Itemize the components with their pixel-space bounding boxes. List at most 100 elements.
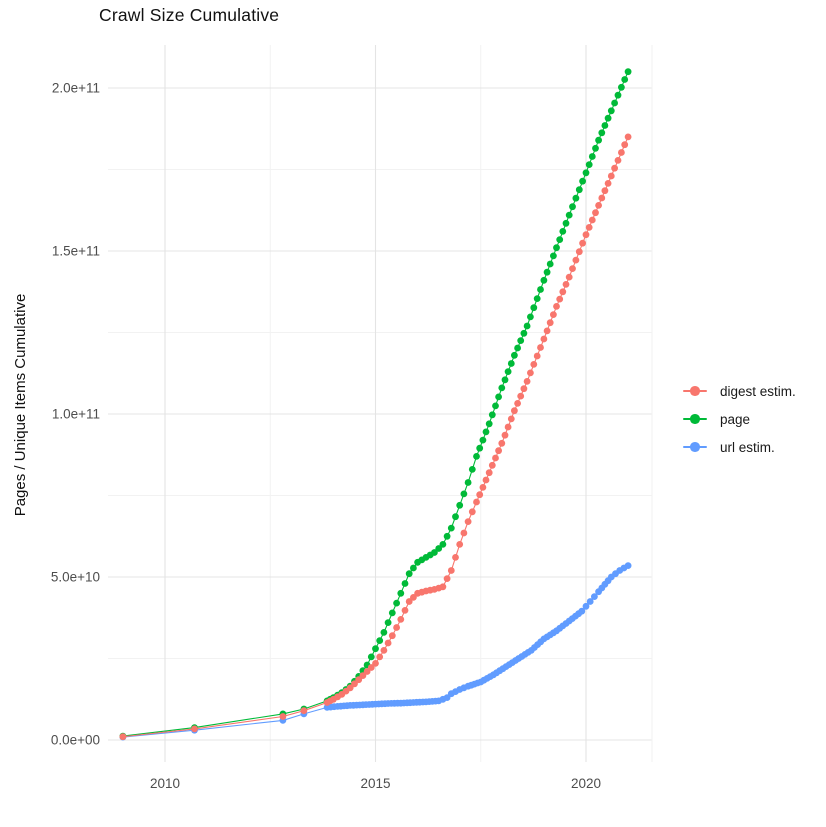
- data-point-page: [533, 295, 541, 302]
- data-point-digest-estim: [485, 469, 493, 477]
- data-point-page: [527, 313, 534, 321]
- data-point-digest-estim: [482, 476, 490, 484]
- data-point-digest-estim: [565, 273, 573, 281]
- data-point-page: [569, 203, 576, 211]
- data-point-page: [607, 107, 615, 115]
- data-point-page: [624, 68, 632, 76]
- data-point-digest-estim: [511, 407, 518, 415]
- data-point-digest-estim: [501, 431, 509, 439]
- data-point-page: [565, 211, 573, 219]
- data-point-digest-estim: [624, 133, 632, 141]
- data-point-url-estim: [624, 562, 632, 569]
- data-point-digest-estim: [397, 616, 405, 623]
- data-point-page: [388, 609, 396, 617]
- y-tick-label: 1.0e+11: [52, 407, 100, 422]
- data-point-page: [401, 580, 409, 587]
- data-point-digest-estim: [355, 676, 363, 684]
- data-point-page: [611, 99, 618, 107]
- data-point-page: [439, 541, 447, 548]
- data-point-page: [514, 344, 521, 352]
- data-point-digest-estim: [601, 187, 609, 195]
- data-point-page: [507, 360, 515, 367]
- data-point-digest-estim: [388, 632, 396, 640]
- data-point-page: [488, 411, 496, 419]
- data-point-page: [485, 420, 493, 428]
- data-point-digest-estim: [452, 554, 459, 561]
- data-point-digest-estim: [572, 256, 580, 264]
- data-point-page: [537, 286, 544, 293]
- data-point-page: [405, 570, 413, 578]
- data-point-page: [447, 524, 455, 532]
- data-point-digest-estim: [300, 707, 308, 715]
- data-point-digest-estim: [479, 484, 487, 491]
- data-point-digest-estim: [540, 335, 548, 343]
- x-tick-label: 2015: [360, 776, 390, 791]
- data-point-page: [393, 599, 400, 607]
- data-point-digest-estim: [468, 508, 476, 516]
- legend-item-digest-estim: digest estim.: [683, 382, 796, 400]
- data-point-page: [372, 645, 379, 653]
- data-point-digest-estim: [359, 672, 367, 679]
- data-point-digest-estim: [520, 385, 528, 393]
- data-point-digest-estim: [376, 653, 384, 661]
- data-point-digest-estim: [588, 216, 596, 224]
- data-point-digest-estim: [492, 454, 499, 462]
- data-point-page: [598, 129, 606, 137]
- data-point-url-estim: [591, 593, 598, 600]
- y-tick-label: 2.0e+11: [52, 81, 100, 96]
- data-point-digest-estim: [439, 583, 447, 591]
- data-point-page: [543, 268, 551, 276]
- legend-key-dot: [690, 442, 700, 452]
- legend-key-icon: [683, 383, 707, 399]
- data-point-digest-estim: [533, 352, 541, 360]
- legend-label: page: [720, 411, 751, 427]
- data-point-page: [397, 589, 405, 597]
- data-point-digest-estim: [562, 281, 570, 288]
- data-point-page: [550, 252, 557, 260]
- data-point-digest-estim: [380, 647, 388, 654]
- data-point-page: [621, 76, 629, 83]
- data-point-digest-estim: [279, 713, 287, 720]
- data-point-digest-estim: [614, 157, 622, 164]
- data-point-digest-estim: [607, 172, 615, 180]
- data-point-page: [562, 219, 570, 227]
- data-point-digest-estim: [488, 461, 496, 469]
- data-point-digest-estim: [556, 295, 564, 303]
- legend-key-dot: [690, 414, 700, 424]
- data-point-digest-estim: [582, 231, 590, 239]
- data-point-page: [482, 428, 490, 436]
- data-point-digest-estim: [621, 141, 629, 149]
- data-point-digest-estim: [517, 392, 525, 400]
- data-point-page: [579, 177, 586, 185]
- data-point-url-estim: [578, 607, 586, 615]
- data-point-page: [530, 304, 538, 312]
- chart-title: Crawl Size Cumulative: [99, 5, 280, 25]
- data-point-page: [559, 228, 567, 235]
- data-point-page: [582, 169, 590, 177]
- data-point-digest-estim: [443, 575, 451, 582]
- data-point-digest-estim: [393, 624, 400, 631]
- data-point-page: [495, 393, 502, 401]
- data-point-digest-estim: [559, 288, 567, 296]
- data-point-digest-estim: [119, 733, 127, 741]
- data-point-page: [595, 136, 602, 144]
- data-point-digest-estim: [527, 369, 534, 377]
- data-point-page: [546, 260, 554, 268]
- data-point-digest-estim: [514, 400, 521, 407]
- data-point-page: [501, 376, 509, 384]
- data-point-digest-estim: [405, 598, 413, 605]
- data-point-page: [517, 337, 525, 344]
- data-point-digest-estim: [384, 639, 392, 647]
- data-point-page: [479, 436, 487, 444]
- data-point-page: [435, 545, 443, 552]
- data-point-digest-estim: [410, 594, 417, 601]
- data-point-page: [572, 194, 580, 202]
- data-point-page: [452, 513, 459, 521]
- data-point-digest-estim: [372, 660, 379, 667]
- y-tick-label: 1.5e+11: [52, 244, 100, 259]
- data-point-digest-estim: [447, 567, 455, 574]
- data-point-page: [585, 161, 593, 169]
- data-point-digest-estim: [507, 415, 515, 423]
- data-point-page: [604, 114, 612, 122]
